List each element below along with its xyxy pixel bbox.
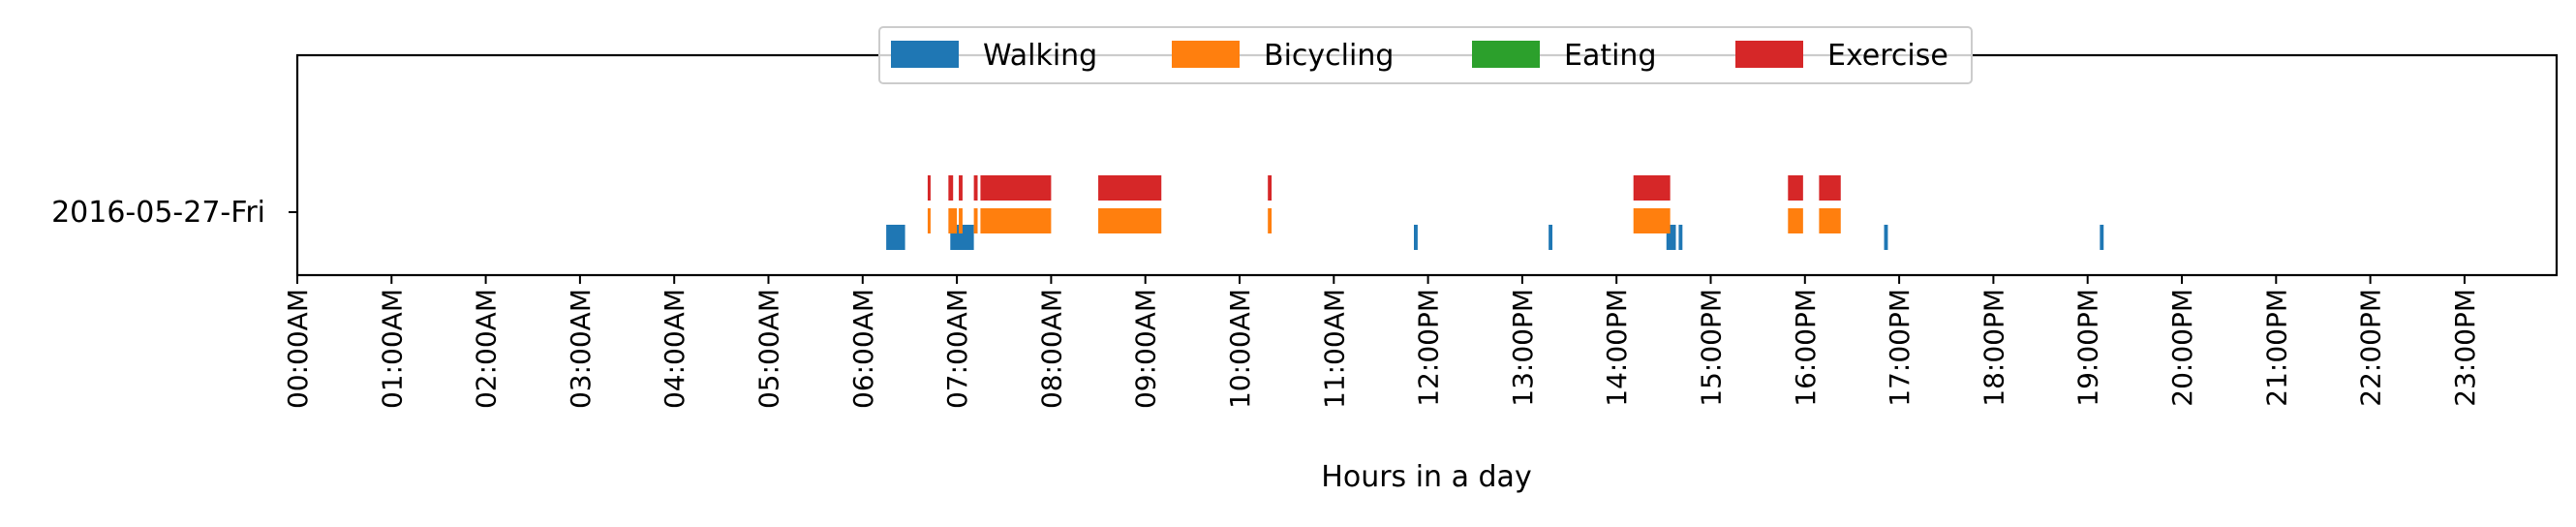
plot-area-frame xyxy=(295,53,2559,277)
y-axis: 2016-05-27-Fri xyxy=(51,196,297,230)
legend-swatch-bicycling xyxy=(1172,41,1240,68)
walking-segment-0 xyxy=(886,225,905,250)
x-tick-label-15: 15:00PM xyxy=(1696,289,1728,407)
walking-segment-7 xyxy=(2100,225,2104,250)
exercise-segment-3 xyxy=(973,175,978,201)
bicycling-segment-2 xyxy=(959,208,963,233)
marks-layer xyxy=(886,175,2104,250)
exercise-segment-0 xyxy=(927,175,931,201)
exercise-segment-2 xyxy=(959,175,963,201)
x-tick-label-14: 14:00PM xyxy=(1601,289,1633,407)
exercise-segment-5 xyxy=(1098,175,1162,201)
bicycling-segment-8 xyxy=(1788,208,1803,233)
bicycling-segment-7 xyxy=(1633,208,1671,233)
bicycling-segment-3 xyxy=(973,208,978,233)
legend-swatch-eating xyxy=(1472,41,1540,68)
x-tick-label-9: 09:00AM xyxy=(1130,289,1162,409)
legend-label-eating: Eating xyxy=(1564,39,1657,73)
exercise-segment-1 xyxy=(948,175,954,201)
x-tick-label-21: 21:00PM xyxy=(2260,289,2292,407)
bicycling-segment-0 xyxy=(927,208,931,233)
x-axis: 00:00AM 01:00AM 02:00AM 03:00AM 04:00AM 05:00… xyxy=(282,275,2481,409)
x-tick-label-19: 19:00PM xyxy=(2072,289,2104,407)
walking-segment-2 xyxy=(1414,225,1418,250)
legend-swatch-walking xyxy=(891,41,959,68)
exercise-segment-4 xyxy=(980,175,1052,201)
legend-label-bicycling: Bicycling xyxy=(1264,39,1394,73)
x-tick-label-11: 11:00AM xyxy=(1318,289,1350,409)
x-tick-label-7: 07:00AM xyxy=(941,289,973,409)
x-tick-label-6: 06:00AM xyxy=(847,289,879,409)
x-tick-label-23: 23:00PM xyxy=(2449,289,2481,407)
bicycling-segment-5 xyxy=(1098,208,1162,233)
legend-label-exercise: Exercise xyxy=(1827,39,1948,73)
y-tick-label-0: 2016-05-27-Fri xyxy=(51,196,265,230)
x-tick-label-0: 00:00AM xyxy=(282,289,314,409)
exercise-segment-6 xyxy=(1268,175,1273,201)
exercise-segment-8 xyxy=(1788,175,1803,201)
x-tick-label-16: 16:00PM xyxy=(1790,289,1822,407)
legend-swatch-exercise xyxy=(1735,41,1803,68)
x-tick-label-3: 03:00AM xyxy=(565,289,597,409)
x-tick-label-2: 02:00AM xyxy=(471,289,503,409)
legend-box xyxy=(878,26,1973,84)
x-tick-label-1: 01:00AM xyxy=(376,289,408,409)
x-tick-label-12: 12:00PM xyxy=(1413,289,1445,407)
x-tick-label-17: 17:00PM xyxy=(1884,289,1916,407)
x-tick-label-4: 04:00AM xyxy=(659,289,690,409)
walking-segment-5 xyxy=(1678,225,1683,250)
x-tick-label-22: 22:00PM xyxy=(2355,289,2387,407)
walking-segment-6 xyxy=(1884,225,1888,250)
bicycling-segment-6 xyxy=(1268,208,1273,233)
legend: Walking Bicycling Eating Exercise xyxy=(878,26,1973,84)
bicycling-segment-9 xyxy=(1819,208,1841,233)
x-tick-label-8: 08:00AM xyxy=(1035,289,1067,409)
x-tick-label-13: 13:00PM xyxy=(1507,289,1539,407)
x-tick-label-18: 18:00PM xyxy=(1978,289,2009,407)
walking-segment-3 xyxy=(1549,225,1553,250)
x-tick-label-10: 10:00AM xyxy=(1224,289,1256,409)
bicycling-segment-1 xyxy=(948,208,958,233)
exercise-segment-7 xyxy=(1633,175,1671,201)
x-axis-label: Hours in a day xyxy=(1321,460,1531,494)
x-tick-label-5: 05:00AM xyxy=(753,289,785,409)
exercise-segment-9 xyxy=(1819,175,1841,201)
x-tick-label-20: 20:00PM xyxy=(2166,289,2198,407)
bicycling-segment-4 xyxy=(980,208,1052,233)
walking-segment-4 xyxy=(1666,225,1676,250)
legend-label-walking: Walking xyxy=(983,39,1097,73)
